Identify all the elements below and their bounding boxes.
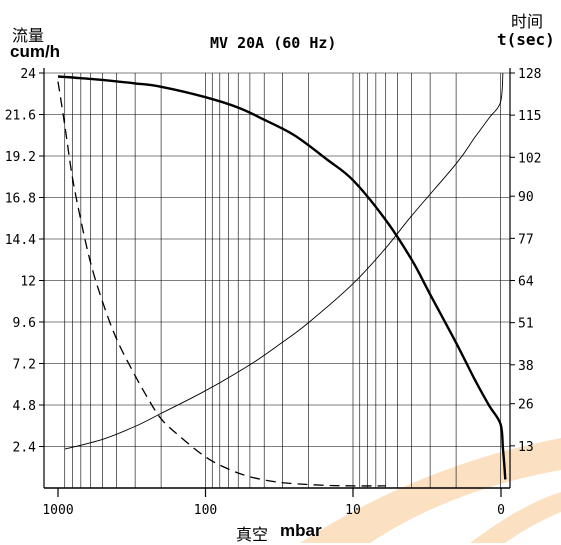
x-tick-label: 100: [194, 503, 217, 518]
y-left-label-cn: 流量: [12, 26, 45, 45]
y-right-tick-label: 13: [518, 440, 534, 455]
x-tick-label: 0: [497, 503, 505, 518]
watermark-logo: [300, 438, 561, 543]
grid: [44, 72, 510, 488]
series-line-3: [64, 72, 504, 450]
y-left-tick-label: 16.8: [5, 192, 36, 207]
watermark-swoosh-1: [300, 438, 561, 543]
watermark-swoosh-2: [470, 492, 561, 543]
y-right-label-unit: t(sec): [497, 30, 555, 49]
y-left-tick-label: 4.8: [13, 399, 36, 414]
y-right-tick-label: 77: [518, 232, 534, 247]
y-right-label-cn: 时间: [511, 12, 544, 31]
y-left-tick-label: 24: [20, 67, 36, 82]
axes: 24 21.6 19.2 16.8 14.4 12 9.6 7.2 4.8 2.4 128 115 10…: [5, 67, 542, 518]
y-left-tick-label: 2.4: [13, 441, 37, 456]
y-right-tick-label: 26: [518, 398, 534, 413]
y-left-tick-label: 19.2: [5, 150, 36, 165]
y-right-tick-label: 102: [518, 151, 541, 166]
series-group: [57, 72, 507, 487]
x-label-unit: mbar: [280, 521, 322, 540]
y-left-label-unit: cum/h: [10, 42, 61, 61]
series-line-2: [57, 81, 386, 487]
x-tick-label: 10: [345, 503, 361, 518]
y-left-tick-label: 12: [20, 275, 36, 290]
series-line-1: [57, 75, 507, 480]
y-right-tick-label: 38: [518, 359, 534, 374]
y-right-tick-label: 128: [518, 67, 541, 82]
y-right-tick-label: 64: [518, 275, 534, 290]
y-right-tick-label: 115: [518, 109, 541, 124]
x-label-cn: 真空: [236, 525, 269, 544]
x-tick-label: 1000: [42, 503, 73, 518]
chart-title: MV 20A (60 Hz): [210, 34, 337, 52]
y-left-tick-label: 9.6: [13, 316, 36, 331]
y-right-tick-label: 51: [518, 317, 534, 332]
y-left-tick-label: 14.4: [5, 233, 36, 248]
y-right-tick-label: 90: [518, 190, 534, 205]
y-left-tick-label: 21.6: [5, 109, 36, 124]
y-left-tick-label: 7.2: [13, 358, 36, 373]
